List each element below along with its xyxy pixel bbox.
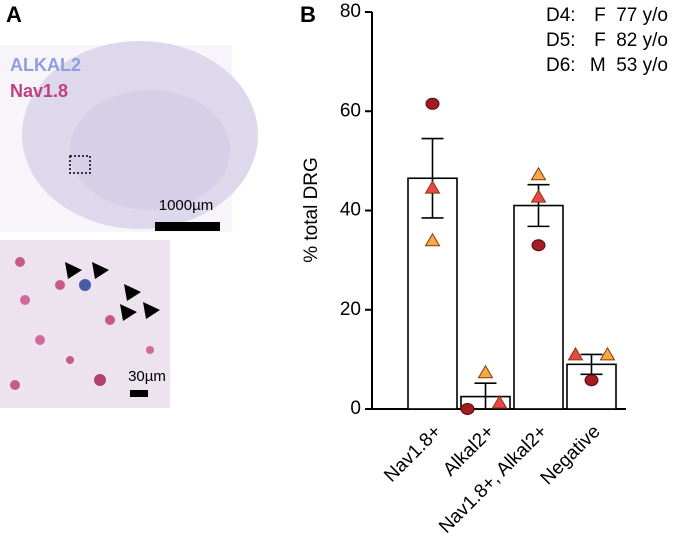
scale-label: 1000µm (159, 197, 214, 214)
data-point (530, 166, 547, 181)
y-axis-label: % total DRG (301, 157, 322, 263)
legend-description: F 82 y/o (594, 30, 668, 51)
data-point (599, 346, 616, 361)
error-bar (474, 382, 497, 410)
y-tick-label: 60 (340, 100, 361, 121)
data-point (567, 346, 584, 361)
y-tick-label: 80 (340, 1, 361, 22)
legend-description: F 77 y/o (594, 5, 668, 26)
tissue-image (0, 41, 258, 232)
legend-description: M 53 y/o (590, 55, 668, 76)
error-bar (421, 137, 444, 219)
legend-label: D4: (546, 5, 576, 26)
legend-label: D6: (546, 55, 576, 76)
x-tick-label: Nav1.8+ (380, 421, 445, 486)
zoom-image (0, 240, 170, 408)
data-point (477, 364, 494, 379)
data-point (425, 97, 440, 110)
data-point (491, 395, 508, 409)
stain-label: Nav1.8 (10, 81, 68, 101)
stain-label: ALKAL2 (10, 55, 81, 75)
data-point (460, 403, 475, 415)
data-point (424, 180, 441, 194)
bar (513, 204, 564, 410)
panel-label: A (6, 2, 22, 27)
y-tick-label: 40 (340, 200, 361, 221)
data-point (584, 374, 599, 387)
data-point (424, 232, 441, 247)
legend-label: D5: (546, 30, 576, 51)
data-point (530, 189, 547, 203)
y-tick-label: 0 (350, 398, 361, 419)
data-point (531, 239, 546, 252)
panel-label: B (300, 2, 316, 27)
scale-label: 30µm (128, 368, 166, 385)
y-tick-label: 20 (340, 299, 361, 320)
